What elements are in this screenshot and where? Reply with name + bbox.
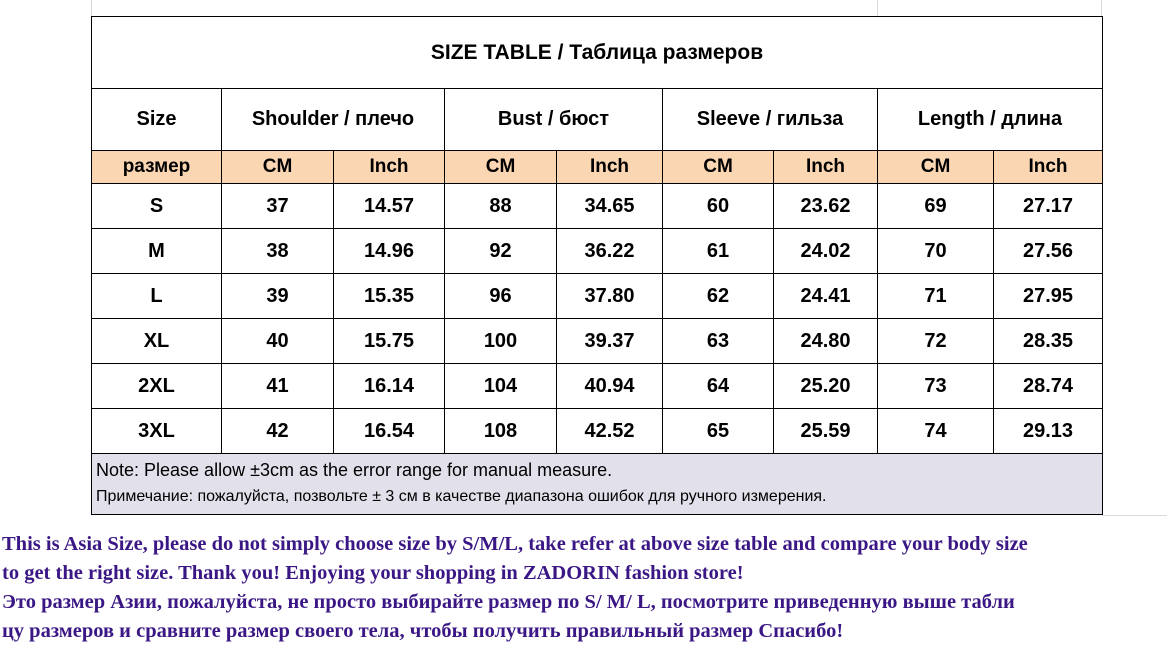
table-row: XL 40 15.75 100 39.37 63 24.80 72 28.35 [91, 318, 1103, 364]
measure-cell: 28.35 [993, 318, 1103, 364]
measure-cell: 74 [877, 408, 994, 454]
measure-cell: 16.14 [333, 363, 445, 409]
unit-cell: CM [662, 150, 774, 184]
units-row: размер CM Inch CM Inch CM Inch CM Inch [91, 150, 1103, 184]
table-row: 3XL 42 16.54 108 42.52 65 25.59 74 29.13 [91, 408, 1103, 454]
measure-cell: 42.52 [556, 408, 663, 454]
measure-cell: 14.96 [333, 228, 445, 274]
measure-cell: 24.80 [773, 318, 878, 364]
note-english: Note: Please allow ±3cm as the error ran… [96, 460, 613, 480]
sheet-gridline [1102, 515, 1167, 516]
table-row: 2XL 41 16.14 104 40.94 64 25.20 73 28.74 [91, 363, 1103, 409]
table-row: M 38 14.96 92 36.22 61 24.02 70 27.56 [91, 228, 1103, 274]
size-label-cell: M [91, 228, 222, 274]
measure-cell: 24.02 [773, 228, 878, 274]
header-bust: Bust / бюст [444, 88, 663, 151]
measure-cell: 37 [221, 183, 334, 229]
measure-cell: 37.80 [556, 273, 663, 319]
measure-cell: 38 [221, 228, 334, 274]
sheet-gridline [91, 0, 92, 16]
measure-cell: 39.37 [556, 318, 663, 364]
header-sleeve: Sleeve / гильза [662, 88, 878, 151]
unit-cell: Inch [993, 150, 1103, 184]
unit-cell: размер [91, 150, 222, 184]
measure-cell: 70 [877, 228, 994, 274]
measure-cell: 41 [221, 363, 334, 409]
measure-cell: 64 [662, 363, 774, 409]
measure-cell: 61 [662, 228, 774, 274]
table-row: S 37 14.57 88 34.65 60 23.62 69 27.17 [91, 183, 1103, 229]
size-label-cell: S [91, 183, 222, 229]
measure-cell: 108 [444, 408, 557, 454]
notice-line: This is Asia Size, please do not simply … [2, 533, 1028, 555]
unit-cell: Inch [556, 150, 663, 184]
measure-cell: 29.13 [993, 408, 1103, 454]
measure-cell: 27.95 [993, 273, 1103, 319]
measure-cell: 63 [662, 318, 774, 364]
measure-cell: 27.17 [993, 183, 1103, 229]
size-label-cell: 2XL [91, 363, 222, 409]
measure-cell: 14.57 [333, 183, 445, 229]
measure-cell: 15.35 [333, 273, 445, 319]
measure-cell: 27.56 [993, 228, 1103, 274]
header-length: Length / длина [877, 88, 1103, 151]
measure-cell: 65 [662, 408, 774, 454]
measure-cell: 15.75 [333, 318, 445, 364]
size-label-cell: XL [91, 318, 222, 364]
measure-cell: 40.94 [556, 363, 663, 409]
table-title: SIZE TABLE / Таблица размеров [91, 16, 1103, 89]
measure-cell: 104 [444, 363, 557, 409]
header-size: Size [91, 88, 222, 151]
measure-cell: 71 [877, 273, 994, 319]
sheet-gridline [1101, 0, 1102, 16]
measure-cell: 34.65 [556, 183, 663, 229]
note-russian: Примечание: пожалуйста, позвольте ± 3 см… [96, 488, 827, 505]
unit-cell: CM [877, 150, 994, 184]
notice-line: цу размеров и сравните размер своего тел… [2, 620, 844, 642]
measure-cell: 40 [221, 318, 334, 364]
size-table: SIZE TABLE / Таблица размеров Size Shoul… [91, 16, 1103, 515]
size-label-cell: L [91, 273, 222, 319]
measure-cell: 28.74 [993, 363, 1103, 409]
unit-cell: Inch [333, 150, 445, 184]
measure-cell: 69 [877, 183, 994, 229]
measure-cell: 23.62 [773, 183, 878, 229]
measure-cell: 42 [221, 408, 334, 454]
unit-cell: CM [444, 150, 557, 184]
unit-cell: CM [221, 150, 334, 184]
size-notice: This is Asia Size, please do not simply … [2, 530, 1167, 646]
measure-cell: 16.54 [333, 408, 445, 454]
measure-cell: 92 [444, 228, 557, 274]
notice-line: to get the right size. Thank you! Enjoyi… [2, 562, 744, 584]
size-label-cell: 3XL [91, 408, 222, 454]
table-row: L 39 15.35 96 37.80 62 24.41 71 27.95 [91, 273, 1103, 319]
measure-cell: 24.41 [773, 273, 878, 319]
header-shoulder: Shoulder / плечо [221, 88, 445, 151]
sheet-gridline [877, 0, 878, 16]
measure-cell: 96 [444, 273, 557, 319]
unit-cell: Inch [773, 150, 878, 184]
measure-cell: 25.59 [773, 408, 878, 454]
measure-cell: 25.20 [773, 363, 878, 409]
measure-cell: 60 [662, 183, 774, 229]
measure-cell: 39 [221, 273, 334, 319]
measure-cell: 62 [662, 273, 774, 319]
note-cell: Note: Please allow ±3cm as the error ran… [91, 453, 1103, 515]
measure-cell: 72 [877, 318, 994, 364]
measure-cell: 100 [444, 318, 557, 364]
measure-cell: 88 [444, 183, 557, 229]
measure-cell: 73 [877, 363, 994, 409]
measure-cell: 36.22 [556, 228, 663, 274]
notice-line: Это размер Азии, пожалуйста, не просто в… [2, 591, 1015, 613]
